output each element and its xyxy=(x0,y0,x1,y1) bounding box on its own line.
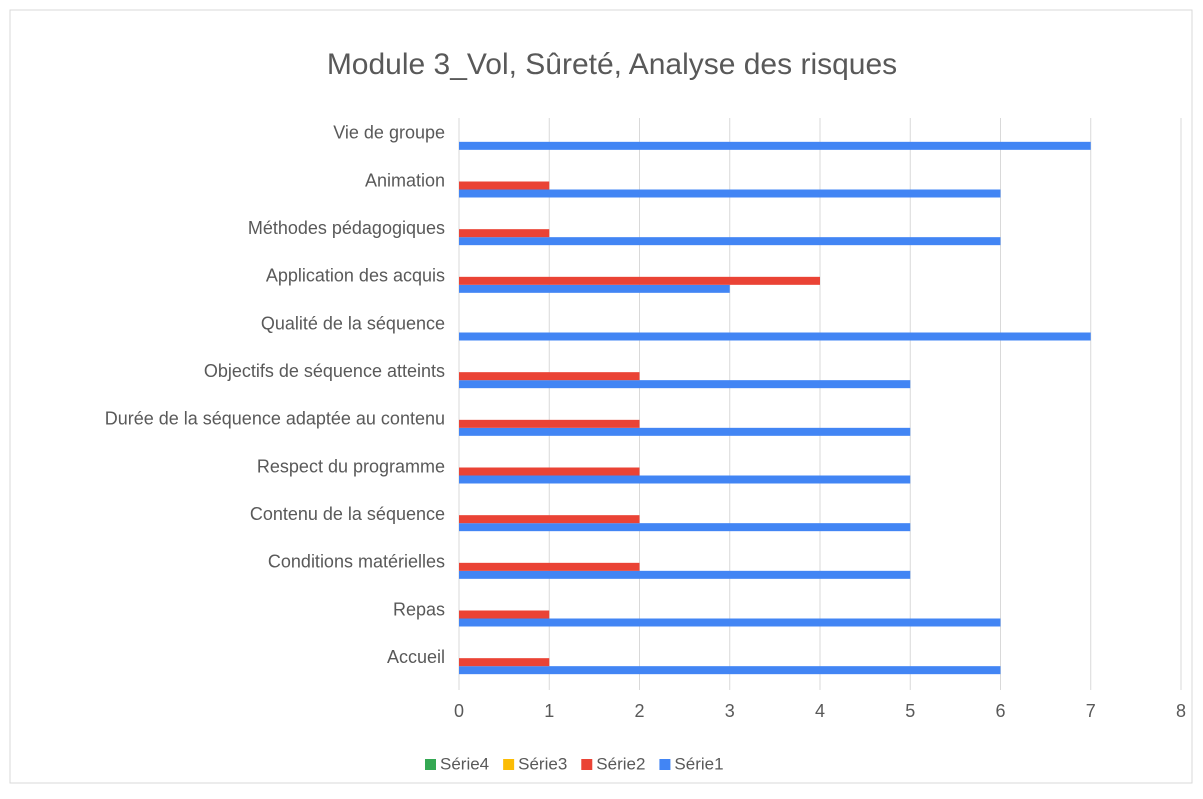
legend-swatch xyxy=(581,759,593,770)
bar xyxy=(459,618,1001,627)
legend-swatch xyxy=(503,759,515,770)
bar xyxy=(459,475,911,484)
legend-label: Série4 xyxy=(440,754,489,773)
bar xyxy=(459,276,820,285)
bar xyxy=(459,181,550,190)
bar xyxy=(459,427,911,436)
bar xyxy=(459,284,730,293)
legend-label: Série3 xyxy=(518,754,567,773)
bar xyxy=(459,467,640,476)
y-tick-label: Respect du programme xyxy=(257,456,445,476)
x-tick-label: 1 xyxy=(544,701,554,721)
bar xyxy=(459,141,1091,150)
bar xyxy=(459,332,1091,341)
bar xyxy=(459,658,550,667)
y-tick-label: Objectifs de séquence atteints xyxy=(204,361,445,381)
x-tick-label: 6 xyxy=(995,701,1005,721)
bar xyxy=(459,523,911,532)
bar xyxy=(459,372,640,381)
y-tick-label: Contenu de la séquence xyxy=(250,504,445,524)
x-tick-label: 2 xyxy=(634,701,644,721)
bar xyxy=(459,570,911,579)
legend-swatch xyxy=(425,759,436,770)
y-tick-label: Durée de la séquence adaptée au contenu xyxy=(105,409,445,429)
y-tick-label: Animation xyxy=(365,170,445,190)
bar xyxy=(459,380,911,389)
x-tick-label: 0 xyxy=(454,701,464,721)
bar xyxy=(459,666,1001,675)
y-tick-label: Qualité de la séquence xyxy=(261,313,445,333)
x-tick-label: 8 xyxy=(1176,701,1186,721)
x-tick-label: 3 xyxy=(725,701,735,721)
bar xyxy=(459,237,1001,246)
chart-frame xyxy=(9,9,1193,784)
bar xyxy=(459,189,1001,198)
bar xyxy=(459,610,550,619)
y-tick-label: Accueil xyxy=(387,647,445,667)
x-tick-label: 4 xyxy=(815,701,825,721)
y-tick-label: Vie de groupe xyxy=(333,123,445,143)
y-tick-label: Repas xyxy=(393,599,445,619)
bar xyxy=(459,562,640,571)
legend-swatch xyxy=(659,759,671,770)
legend-label: Série1 xyxy=(674,754,723,773)
x-tick-label: 7 xyxy=(1086,701,1096,721)
y-tick-label: Conditions matérielles xyxy=(268,552,445,572)
y-tick-label: Application des acquis xyxy=(266,266,445,286)
legend-label: Série2 xyxy=(596,754,645,773)
bar xyxy=(459,229,550,238)
bar xyxy=(459,419,640,428)
x-tick-label: 5 xyxy=(905,701,915,721)
chart-title: Module 3_Vol, Sûreté, Analyse des risque… xyxy=(327,48,897,81)
bar xyxy=(459,515,640,524)
y-tick-label: Méthodes pédagogiques xyxy=(248,218,445,238)
